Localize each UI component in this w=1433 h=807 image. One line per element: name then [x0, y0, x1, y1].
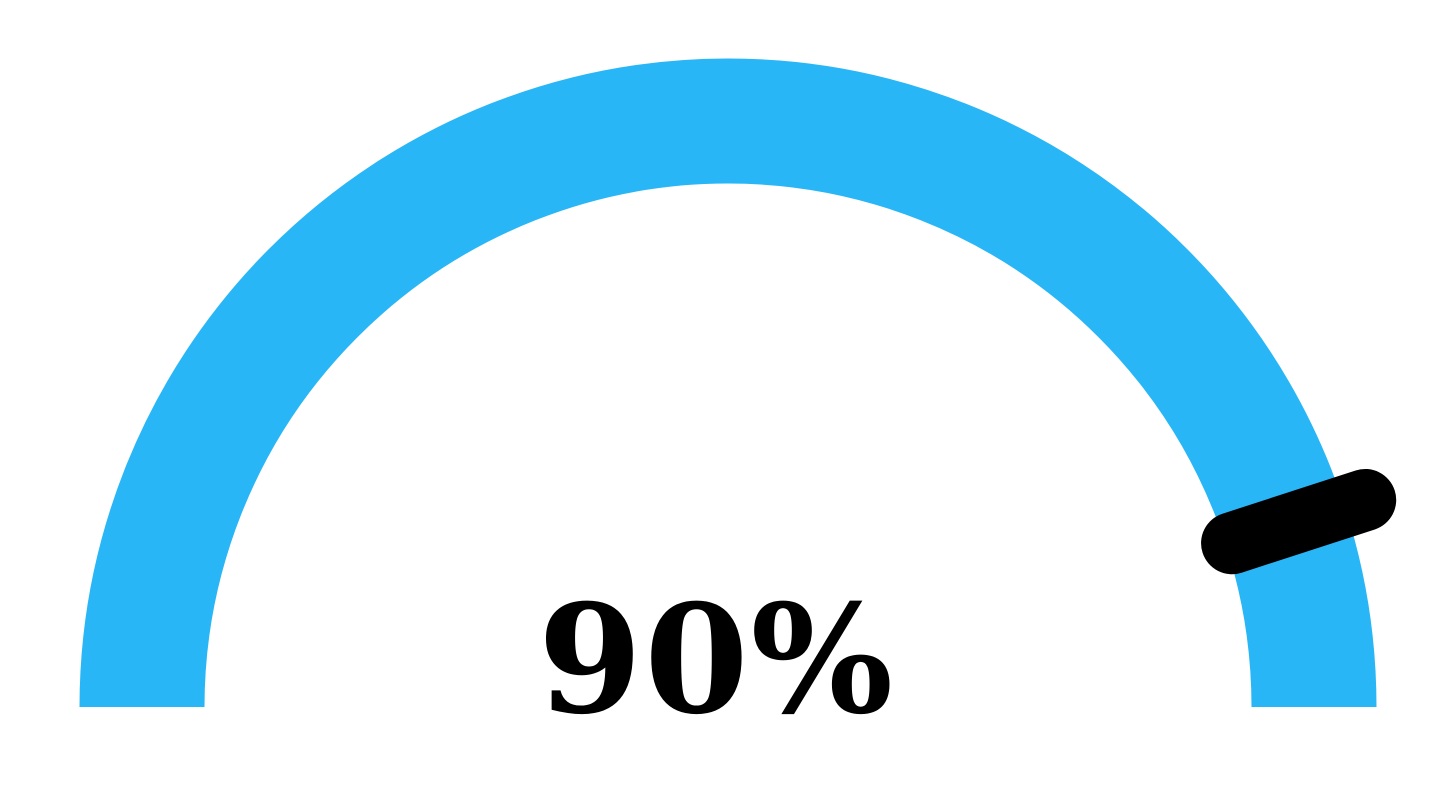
gauge-value-label: 90% — [537, 572, 896, 748]
gauge-arc — [79, 58, 1377, 708]
gauge-needle — [1201, 468, 1397, 575]
